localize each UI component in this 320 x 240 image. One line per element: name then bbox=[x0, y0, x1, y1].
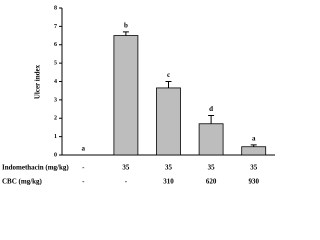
row-value: 35 bbox=[208, 164, 216, 172]
y-tick-label: 4 bbox=[54, 79, 57, 85]
bar bbox=[113, 35, 139, 156]
row-value: 35 bbox=[122, 164, 130, 172]
bar bbox=[241, 146, 267, 156]
row-value: 310 bbox=[163, 178, 174, 186]
row-value: - bbox=[125, 178, 128, 186]
chart: Ulcer index 0 1 2 3 4 5 6 7 8 a b c d a Indomethacin (… bbox=[2, 5, 275, 186]
y-tick-label: 6 bbox=[54, 42, 57, 48]
significance-letter: d bbox=[209, 105, 213, 113]
row-value: - bbox=[82, 164, 85, 172]
row-label: Indomethacin (mg/kg) bbox=[2, 164, 69, 172]
significance-letter: c bbox=[167, 71, 170, 79]
row-value: - bbox=[82, 178, 85, 186]
y-tick-label: 5 bbox=[54, 61, 57, 67]
row-value: 35 bbox=[250, 164, 258, 172]
y-axis-label: Ulcer index bbox=[34, 64, 42, 99]
bar bbox=[198, 123, 224, 156]
significance-letter: a bbox=[82, 145, 86, 153]
row-label: CBC (mg/kg) bbox=[2, 178, 43, 186]
y-tick-label: 3 bbox=[54, 97, 57, 103]
y-tick-label: 8 bbox=[54, 5, 57, 11]
bar bbox=[156, 87, 181, 156]
row-value: 620 bbox=[206, 178, 217, 186]
row-value: 35 bbox=[165, 164, 173, 172]
significance-letter: a bbox=[252, 135, 256, 143]
y-tick-label: 2 bbox=[54, 116, 57, 122]
y-tick-label: 7 bbox=[54, 24, 57, 30]
y-tick-label: 1 bbox=[54, 134, 57, 140]
y-tick-label: 0 bbox=[54, 152, 57, 158]
significance-letter: b bbox=[124, 21, 128, 29]
row-value: 930 bbox=[248, 178, 259, 186]
